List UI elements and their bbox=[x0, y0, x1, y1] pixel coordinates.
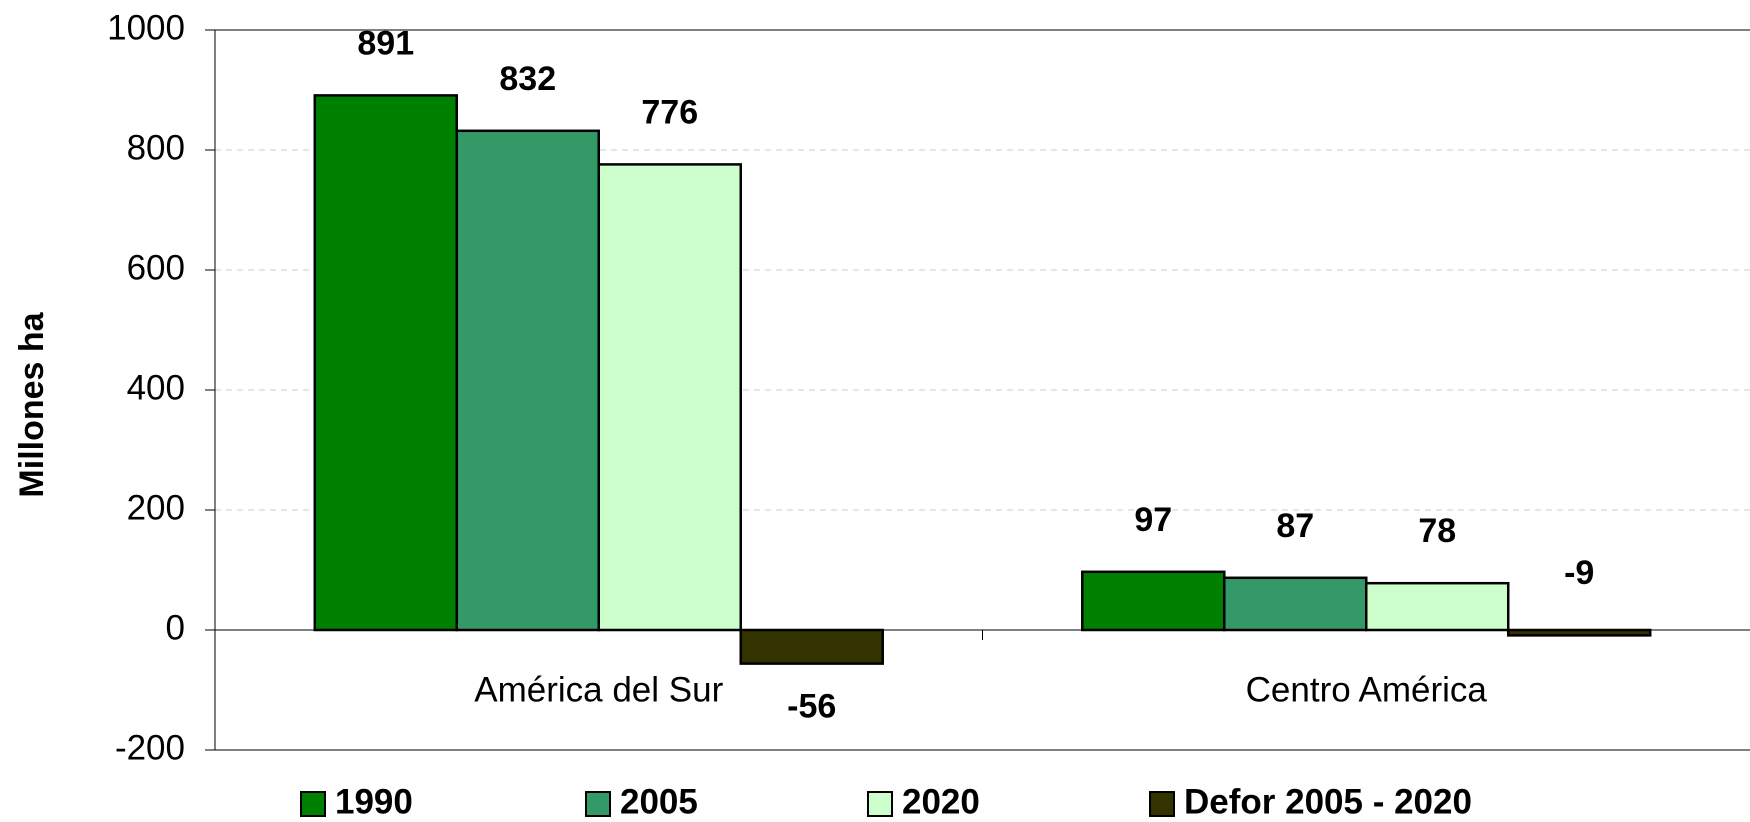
y-tick-label: -200 bbox=[115, 728, 185, 767]
data-label: 78 bbox=[1418, 512, 1456, 550]
legend-label: 2020 bbox=[902, 782, 980, 821]
data-label: -9 bbox=[1564, 554, 1594, 592]
y-tick-label: 600 bbox=[127, 248, 185, 287]
bar bbox=[739, 628, 884, 665]
y-tick-label: 1000 bbox=[107, 8, 185, 47]
legend-label: 1990 bbox=[335, 782, 413, 821]
x-tick-label: Centro América bbox=[1246, 670, 1488, 709]
data-label: 891 bbox=[357, 24, 414, 62]
bar bbox=[597, 163, 742, 632]
legend-swatch bbox=[300, 791, 326, 817]
bar bbox=[455, 129, 601, 632]
data-label: 832 bbox=[499, 60, 556, 98]
legend-swatch bbox=[1149, 791, 1175, 817]
y-axis-label: Millones ha bbox=[13, 311, 51, 497]
bar bbox=[313, 94, 459, 632]
data-label: -56 bbox=[787, 688, 836, 726]
data-label: 776 bbox=[641, 93, 698, 131]
y-tick-label: 800 bbox=[127, 128, 185, 167]
legend-label: Defor 2005 - 2020 bbox=[1184, 782, 1472, 821]
x-tick-label: América del Sur bbox=[474, 670, 723, 709]
legend-swatch bbox=[867, 791, 893, 817]
y-tick-label: 400 bbox=[127, 368, 185, 407]
bar bbox=[1081, 570, 1226, 632]
bar bbox=[1365, 581, 1510, 632]
legend-swatch bbox=[585, 791, 611, 817]
bar bbox=[1223, 576, 1368, 632]
data-label: 87 bbox=[1276, 507, 1314, 545]
legend-label: 2005 bbox=[620, 782, 698, 821]
data-label: 97 bbox=[1134, 501, 1172, 539]
y-tick-label: 200 bbox=[127, 488, 185, 527]
y-tick-label: 0 bbox=[166, 608, 185, 647]
bar bbox=[1506, 628, 1652, 637]
